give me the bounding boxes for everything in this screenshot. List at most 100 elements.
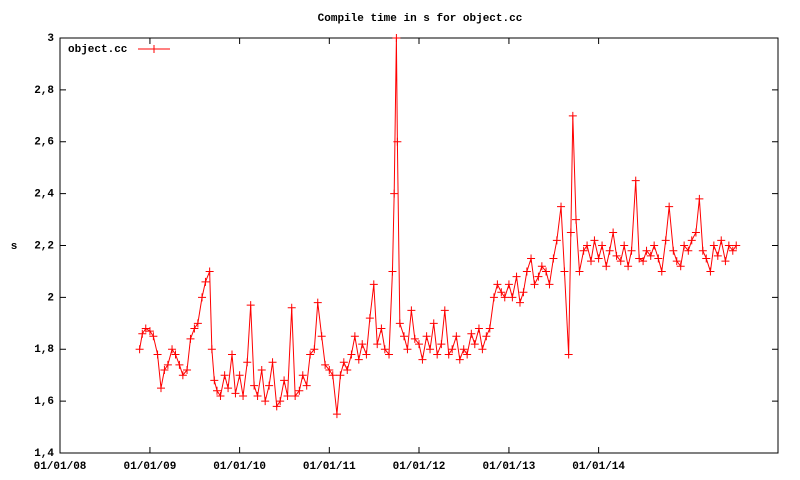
point-marker [145, 327, 154, 336]
point-marker [448, 345, 457, 354]
point-marker [224, 384, 233, 393]
point-marker [403, 345, 412, 354]
point-marker [717, 236, 726, 245]
point-marker [339, 358, 348, 367]
y-tick-label: 2,2 [34, 240, 54, 252]
x-tick-label: 01/01/14 [572, 461, 625, 473]
point-marker [709, 241, 718, 250]
y-tick-label: 2,4 [34, 189, 54, 201]
point-marker [287, 303, 296, 312]
point-marker [369, 280, 378, 289]
legend-label: object.cc [68, 44, 127, 56]
point-marker [575, 267, 584, 276]
point-marker [564, 350, 573, 359]
point-marker [298, 371, 307, 380]
point-marker [672, 257, 681, 266]
point-marker [542, 267, 551, 276]
y-tick-label: 2,6 [34, 137, 54, 149]
point-marker [246, 301, 255, 310]
point-marker [205, 267, 214, 276]
point-marker [587, 257, 596, 266]
point-marker [410, 334, 419, 343]
y-tick-label: 1,6 [34, 396, 54, 408]
point-marker [594, 254, 603, 263]
point-marker [336, 371, 345, 380]
x-tick-label: 01/01/11 [303, 461, 356, 473]
point-marker [485, 324, 494, 333]
point-marker [163, 360, 172, 369]
point-marker [440, 306, 449, 315]
point-marker [508, 293, 517, 302]
x-tick-label: 01/01/10 [213, 461, 266, 473]
point-marker [358, 340, 367, 349]
point-marker [568, 111, 577, 120]
y-tick-label: 1,8 [34, 344, 54, 356]
point-marker [676, 262, 685, 271]
x-tick-label: 01/01/12 [393, 461, 446, 473]
x-tick-label: 01/01/13 [483, 461, 536, 473]
point-marker [534, 272, 543, 281]
point-marker [605, 246, 614, 255]
point-marker [560, 267, 569, 276]
point-marker [459, 345, 468, 354]
point-marker [171, 350, 180, 359]
point-marker [687, 236, 696, 245]
point-marker [665, 202, 674, 211]
point-marker [642, 246, 651, 255]
point-marker [680, 241, 689, 250]
point-marker [186, 334, 195, 343]
point-marker [306, 350, 315, 359]
point-marker [228, 350, 237, 359]
point-marker [654, 254, 663, 263]
point-marker [522, 267, 531, 276]
x-tick-label: 01/01/09 [124, 461, 177, 473]
point-marker [280, 376, 289, 385]
point-marker [426, 345, 435, 354]
point-marker [365, 314, 374, 323]
point-marker [732, 241, 741, 250]
point-marker [261, 397, 270, 406]
point-marker [373, 340, 382, 349]
chart-title: Compile time in s for object.cc [318, 13, 523, 25]
point-marker [467, 329, 476, 338]
point-marker [422, 332, 431, 341]
point-marker [515, 298, 524, 307]
point-marker [530, 280, 539, 289]
point-marker [724, 241, 733, 250]
point-marker [493, 280, 502, 289]
point-marker [470, 340, 479, 349]
point-marker [545, 280, 554, 289]
point-marker [657, 267, 666, 276]
point-marker [602, 262, 611, 271]
point-marker [377, 324, 386, 333]
point-marker [572, 215, 581, 224]
point-marker [706, 267, 715, 276]
point-marker [190, 324, 199, 333]
point-marker [537, 262, 546, 271]
point-marker [388, 267, 397, 276]
legend-marker [150, 45, 158, 53]
point-marker [598, 241, 607, 250]
point-marker [276, 397, 285, 406]
point-marker [395, 319, 404, 328]
point-marker [698, 246, 707, 255]
point-marker [243, 358, 252, 367]
point-marker [721, 257, 730, 266]
point-marker [201, 277, 210, 286]
point-marker [390, 189, 399, 198]
point-marker [235, 371, 244, 380]
point-marker [325, 366, 334, 374]
point-marker [500, 293, 509, 302]
point-marker [455, 355, 464, 364]
point-marker [669, 246, 678, 255]
point-marker [512, 272, 521, 281]
point-marker [343, 366, 352, 374]
point-marker [321, 360, 330, 369]
point-marker [579, 246, 588, 255]
point-marker [160, 366, 169, 374]
point-marker [429, 319, 438, 328]
point-marker [193, 319, 202, 328]
point-marker [253, 391, 262, 400]
